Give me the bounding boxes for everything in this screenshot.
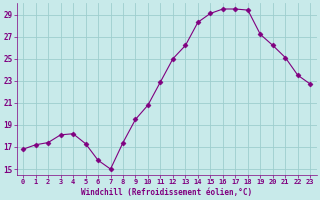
X-axis label: Windchill (Refroidissement éolien,°C): Windchill (Refroidissement éolien,°C) — [81, 188, 252, 197]
